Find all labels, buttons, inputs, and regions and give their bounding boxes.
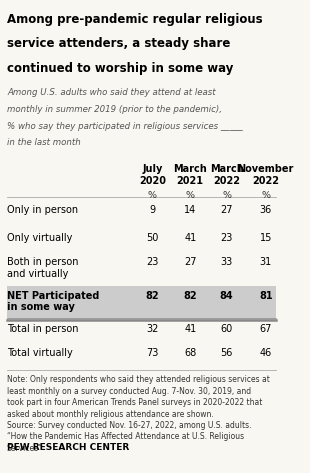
Text: 56: 56: [220, 348, 233, 358]
Text: 46: 46: [260, 348, 272, 358]
Text: %: %: [148, 191, 157, 200]
Text: 41: 41: [184, 233, 196, 243]
Text: 84: 84: [220, 290, 233, 301]
Text: 67: 67: [259, 324, 272, 334]
Text: Among U.S. adults who said they attend at least: Among U.S. adults who said they attend a…: [7, 88, 216, 97]
Text: in the last month: in the last month: [7, 138, 81, 147]
Text: Only virtually: Only virtually: [7, 233, 72, 243]
Text: 50: 50: [146, 233, 159, 243]
Text: continued to worship in some way: continued to worship in some way: [7, 62, 233, 75]
Text: 27: 27: [220, 205, 233, 215]
Text: 82: 82: [146, 290, 159, 301]
Text: %: %: [222, 191, 231, 200]
Text: Total virtually: Total virtually: [7, 348, 73, 358]
Text: 14: 14: [184, 205, 196, 215]
Text: 33: 33: [220, 257, 233, 267]
Text: 41: 41: [184, 324, 196, 334]
Text: 68: 68: [184, 348, 196, 358]
Text: 36: 36: [260, 205, 272, 215]
Text: July
2020: July 2020: [139, 164, 166, 185]
Text: PEW RESEARCH CENTER: PEW RESEARCH CENTER: [7, 443, 129, 452]
Text: 23: 23: [220, 233, 233, 243]
Text: %: %: [261, 191, 270, 200]
Text: 82: 82: [184, 290, 197, 301]
Text: % who say they participated in religious services _____: % who say they participated in religious…: [7, 122, 243, 131]
Text: NET Participated
in some way: NET Participated in some way: [7, 290, 100, 312]
Bar: [7, 286, 276, 320]
Text: Among pre-pandemic regular religious: Among pre-pandemic regular religious: [7, 13, 263, 26]
Text: service attenders, a steady share: service attenders, a steady share: [7, 37, 230, 51]
Text: monthly in summer 2019 (prior to the pandemic),: monthly in summer 2019 (prior to the pan…: [7, 105, 222, 114]
Text: 73: 73: [146, 348, 159, 358]
Text: November
2022: November 2022: [237, 164, 294, 185]
Text: 23: 23: [146, 257, 159, 267]
Text: 27: 27: [184, 257, 197, 267]
Text: Both in person
and virtually: Both in person and virtually: [7, 257, 78, 279]
Text: 32: 32: [146, 324, 159, 334]
Text: March
2021: March 2021: [173, 164, 207, 185]
Text: Total in person: Total in person: [7, 324, 78, 334]
Text: 81: 81: [259, 290, 272, 301]
Text: Only in person: Only in person: [7, 205, 78, 215]
Text: 60: 60: [220, 324, 233, 334]
Text: 15: 15: [259, 233, 272, 243]
Text: 31: 31: [260, 257, 272, 267]
Text: Note: Only respondents who said they attended religious services at
least monthl: Note: Only respondents who said they att…: [7, 375, 270, 453]
Text: 9: 9: [149, 205, 156, 215]
Text: %: %: [186, 191, 195, 200]
Text: March
2022: March 2022: [210, 164, 243, 185]
